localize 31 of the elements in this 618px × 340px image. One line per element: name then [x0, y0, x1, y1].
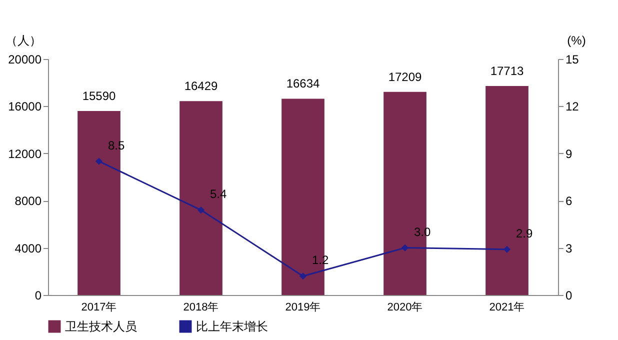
y2-tick-label: 12: [566, 100, 580, 114]
y-tick-label: 12000: [8, 146, 42, 161]
data-label: 16634: [286, 76, 320, 91]
point: [503, 246, 511, 253]
y2-axis-title: (%): [567, 34, 586, 48]
y-tick-label: 0: [34, 288, 42, 302]
data-label: 16429: [184, 79, 218, 94]
y-tick-label: 4000: [14, 241, 42, 256]
y-axis-title: （人）: [6, 34, 42, 48]
data-label: 15590: [82, 89, 116, 104]
point: [401, 244, 409, 252]
data-label: 17209: [388, 70, 422, 84]
x-tick-label: 2017年: [81, 302, 117, 314]
data-label: 17713: [490, 64, 524, 78]
point: [197, 206, 205, 214]
x-tick-label: 2019年: [285, 302, 321, 314]
point: [299, 272, 307, 280]
x-tick-label: 2020年: [387, 302, 423, 314]
x-tick-label: 2018年: [183, 302, 219, 314]
y2-tick-label: 0: [566, 288, 572, 302]
y-tick-label: 20000: [8, 52, 42, 66]
y2-tick-label: 3: [566, 241, 572, 256]
y-tick-label: 8000: [14, 194, 42, 208]
point: [95, 158, 103, 165]
legend-label: 比上年末增长: [196, 320, 268, 334]
y2-tick-label: 15: [566, 52, 580, 66]
y2-tick-label: 9: [566, 146, 572, 161]
y2-tick-label: 6: [566, 194, 572, 208]
legend-label: 卫生技术人员: [65, 320, 137, 334]
y-tick-label: 16000: [8, 100, 42, 114]
x-tick-label: 2021年: [489, 302, 525, 314]
